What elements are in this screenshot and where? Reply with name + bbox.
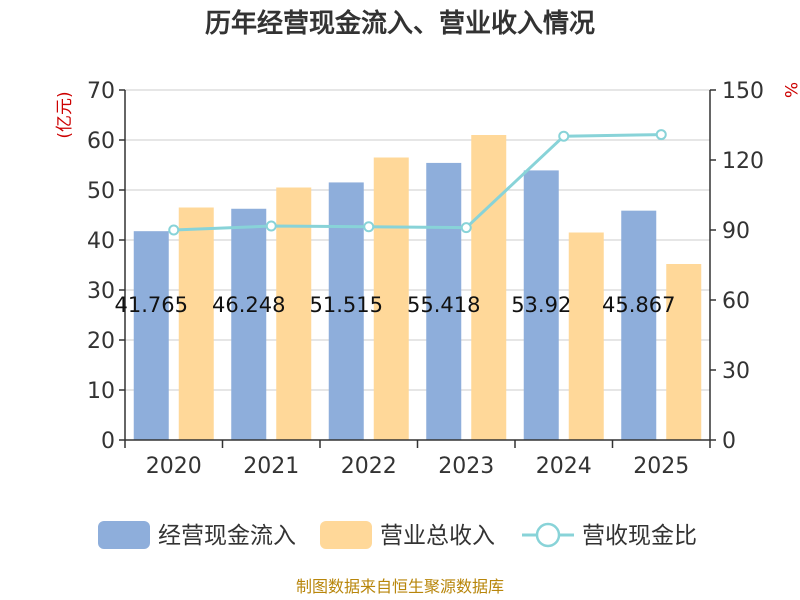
source-note: 制图数据来自恒生聚源数据库 — [296, 577, 504, 596]
bars-layer — [133, 135, 702, 441]
y-left-tick-label: 30 — [87, 279, 115, 304]
y-right-tick-label: 60 — [722, 289, 750, 314]
bar-cash-inflow — [231, 208, 267, 440]
chart-title: 历年经营现金流入、营业收入情况 — [205, 8, 595, 39]
y-right-tick-label: 30 — [722, 359, 750, 384]
legend-label: 经营现金流入 — [158, 523, 296, 549]
axes-layer: 0 10 20 30 40 50 60 70 0 30 60 90 120 150 2020 2021 2022… — [87, 79, 764, 479]
x-tick-label: 2021 — [243, 454, 299, 479]
legend-swatch — [98, 521, 150, 549]
data-label-cash-inflow: 53.92 — [511, 293, 571, 317]
x-tick-label: 2025 — [633, 454, 689, 479]
x-tick-label: 2022 — [341, 454, 397, 479]
legend-swatch-marker — [535, 522, 561, 548]
x-tick-label: 2020 — [146, 454, 202, 479]
data-label-cash-inflow: 45.867 — [602, 293, 675, 317]
ratio-point — [558, 130, 570, 142]
y-left-tick-label: 10 — [87, 379, 115, 404]
bar-cash-inflow — [621, 210, 657, 440]
bar-revenue — [178, 207, 214, 440]
y-right-tick-label: 120 — [722, 149, 764, 174]
y-left-tick-label: 0 — [101, 429, 115, 454]
legend-label: 营收现金比 — [582, 523, 697, 549]
y-left-tick-label: 50 — [87, 179, 115, 204]
bar-revenue — [568, 232, 604, 440]
y-right-tick-label: 150 — [722, 79, 764, 104]
data-labels-layer: 41.765 46.248 51.515 55.418 53.92 45.867 — [115, 293, 676, 317]
bar-revenue — [373, 157, 409, 440]
data-label-cash-inflow: 55.418 — [407, 293, 480, 317]
bar-cash-inflow — [523, 170, 559, 440]
x-tick-label: 2023 — [438, 454, 494, 479]
bar-revenue — [471, 135, 507, 440]
y-right-axis-label: % — [780, 82, 800, 98]
ratio-line — [173, 133, 662, 232]
x-tick-label: 2024 — [536, 454, 592, 479]
ratio-point — [265, 220, 277, 232]
ratio-line-layer — [168, 129, 667, 236]
ratio-point — [655, 129, 667, 141]
legend-swatch — [320, 521, 372, 549]
legend: 经营现金流入 营业总收入 营收现金比 — [98, 521, 697, 549]
y-left-axis-label: (亿元) — [55, 91, 75, 138]
y-left-tick-label: 20 — [87, 329, 115, 354]
y-left-tick-label: 40 — [87, 229, 115, 254]
ratio-point — [363, 221, 375, 233]
gridlines — [125, 89, 710, 441]
bar-revenue — [276, 187, 312, 440]
y-left-tick-label: 60 — [87, 129, 115, 154]
ratio-point — [460, 222, 472, 234]
data-label-cash-inflow: 46.248 — [212, 293, 285, 317]
y-left-tick-label: 70 — [87, 79, 115, 104]
y-right-tick-label: 90 — [722, 219, 750, 244]
ratio-point — [168, 224, 180, 236]
bar-cash-inflow — [426, 162, 462, 440]
data-label-cash-inflow: 41.765 — [115, 293, 188, 317]
y-right-tick-label: 0 — [722, 429, 736, 454]
bar-revenue — [666, 264, 702, 440]
legend-label: 营业总收入 — [380, 523, 495, 549]
bar-cash-inflow — [133, 231, 169, 440]
data-label-cash-inflow: 51.515 — [310, 293, 383, 317]
